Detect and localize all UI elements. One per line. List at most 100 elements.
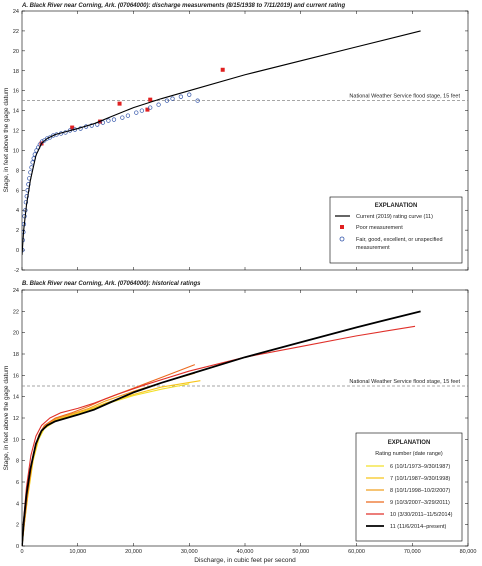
panel-a-y-tick-label-0: 0	[16, 248, 19, 254]
panel-a-legend-entry-fair-line-1: Fair, good, excellent, or unspecified	[356, 237, 443, 243]
panel-a-series-2-point-35	[111, 117, 117, 122]
panel-b-y-tick-label-0: 0	[16, 544, 19, 550]
panel-a-marks	[22, 30, 421, 256]
panel-a-series-2-point-38	[134, 110, 139, 115]
panel-a-x-axis	[21, 11, 469, 270]
panel-a-series-2-point-43	[170, 96, 175, 101]
panel-b-legend-entry-3: 9 (10/3/2007–3/29/2011)	[390, 500, 450, 506]
panel-b-legend: EXPLANATION Rating number (date range) 6…	[355, 432, 463, 542]
panel-b-y-tick-label-2: 2	[16, 523, 19, 529]
panel-a-legend-entry-rating-curve: Current (2019) rating curve (11)	[356, 214, 433, 220]
panel-a-series-2-point-33	[100, 120, 105, 125]
panel-b-legend-entry-4: 10 (3/30/2011–11/5/2014)	[390, 512, 453, 518]
panel-a-legend-entry-fair-line-2: measurement	[356, 245, 390, 251]
x-axis-label: Discharge, in cubic feet per second	[194, 557, 296, 564]
panel-b-series-4-line	[22, 325, 416, 546]
panel-a-y-tick-label-16: 16	[13, 89, 19, 95]
panel-b-y-tick-label-18: 18	[13, 352, 19, 358]
panel-a-title: A. Black River near Corning, Ark. (07064…	[21, 3, 345, 9]
panel-b-x-tick-label-30000: 30,000	[181, 549, 198, 555]
panel-a-y-tick-label-6: 6	[16, 188, 19, 194]
panel-b-x-tick-label-60000: 60,000	[348, 549, 365, 555]
panel-a-series-2-point-40	[148, 105, 153, 110]
panel-b-series-5-line	[22, 310, 421, 546]
panel-b-legend-entries: 6 (10/1/1973–9/30/1987) 7 (10/1/1987–9/30…	[366, 464, 453, 530]
panel-a-y-tick-label-2: 2	[16, 228, 19, 234]
panel-b-legend-subtitle: Rating number (date range)	[375, 451, 443, 457]
panel-a-y-axis-label: Stage, in feet above the gage datum	[3, 88, 10, 193]
panel-a-series-1-point-5	[148, 97, 153, 102]
panel-a-series-2-point-31	[89, 123, 94, 128]
panel-a-series-2-point-41	[156, 102, 161, 107]
panel-a-series-2-point-39	[139, 108, 145, 113]
panel-a-series-0-line	[22, 30, 421, 256]
panel-a-series-2-point-7	[24, 194, 29, 199]
panel-a-series-1-point-6	[220, 67, 225, 72]
panel-a-series-2-point-46	[195, 98, 200, 103]
panel-a-y-tick-label-4: 4	[16, 208, 19, 214]
panel-a-y-tick-label-12: 12	[13, 129, 19, 135]
panel-b-y-tick-label-16: 16	[13, 373, 19, 379]
panel-a-legend: EXPLANATION Current (2019) rating curve …	[329, 196, 463, 264]
panel-b-y-tick-label-12: 12	[13, 416, 19, 422]
panel-a-y-tick-label--2: -2	[14, 268, 19, 274]
panel-b-series-2-line	[22, 372, 195, 546]
panel-b-series-1-line	[22, 380, 201, 546]
panel-b-flood-stage-label: National Weather Service flood stage, 15…	[349, 379, 460, 385]
panel-b-x-axis: 0 10,000 20,000 30,000 40,000 50,000 60,000 70,…	[20, 290, 476, 555]
panel-a-legend-title: EXPLANATION	[375, 203, 418, 209]
panel-b-x-tick-label-80000: 80,000	[460, 549, 477, 555]
panel-a-series-1-point-4	[145, 107, 150, 112]
panel-a-legend-entry-fair: Fair, good, excellent, or unspecified me…	[356, 237, 444, 251]
panel-a-y-tick-label-10: 10	[13, 148, 19, 154]
panel-b-y-tick-label-24: 24	[13, 288, 19, 294]
panel-b-series-3-line	[22, 364, 196, 546]
panel-a-series-2-point-44	[178, 94, 184, 99]
panel-b-legend-entry-1: 7 (10/1/1987–9/30/1998)	[390, 476, 450, 482]
panel-b-legend-title: EXPLANATION	[388, 440, 431, 446]
panel-b-y-tick-label-14: 14	[13, 395, 19, 401]
panel-b-y-tick-label-4: 4	[16, 501, 19, 507]
panel-b-y-tick-label-20: 20	[13, 331, 19, 337]
panel-b: B. Black River near Corning, Ark. (07064…	[13, 281, 477, 555]
panel-a-series-1-point-1	[70, 125, 75, 130]
panel-a-y-tick-label-20: 20	[13, 49, 19, 55]
panel-b-x-tick-label-50000: 50,000	[292, 549, 309, 555]
panel-a-legend-circle-swatch	[339, 236, 345, 242]
panel-a-flood-stage-label: National Weather Service flood stage, 15…	[349, 94, 460, 100]
panel-a-legend-entry-poor: Poor measurement	[356, 225, 403, 231]
panel-b-x-tick-label-10000: 10,000	[69, 549, 86, 555]
panel-b-legend-entry-5: 11 (11/6/2014–present)	[390, 524, 447, 530]
panel-b-legend-entry-2: 8 (10/1/1998–10/2/2007)	[390, 488, 450, 494]
panel-a-y-tick-label-24: 24	[13, 9, 19, 15]
panel-a-y-tick-label-8: 8	[16, 168, 19, 174]
panel-a-series-2-point-6	[23, 200, 29, 205]
panel-a-series-2-point-8	[25, 188, 30, 193]
panel-b-series-0-line	[22, 383, 190, 546]
panel-a-series-2-point-37	[125, 113, 131, 118]
panel-b-y-tick-label-6: 6	[16, 480, 19, 486]
panel-a-series-2-point-20	[42, 138, 47, 143]
panel-a-series-2-point-42	[164, 98, 170, 103]
panel-a-series-2-point-21	[44, 136, 50, 141]
panel-b-y-axis-label: Stage, in feet above the gage datum	[3, 366, 10, 471]
panel-b-x-tick-label-70000: 70,000	[404, 549, 421, 555]
panel-a-y-tick-label-22: 22	[13, 29, 19, 35]
panel-a-series-1-point-3	[117, 101, 122, 106]
panel-b-y-tick-label-22: 22	[13, 309, 19, 315]
panel-a-legend-box	[329, 196, 463, 264]
panel-b-title: B. Black River near Corning, Ark. (07064…	[22, 281, 201, 287]
panel-b-x-tick-label-20000: 20,000	[125, 549, 142, 555]
panel-b-y-tick-label-10: 10	[13, 437, 19, 443]
panel-a-series-2-point-36	[120, 115, 125, 120]
panel-a-series-2-point-45	[187, 92, 192, 97]
panel-b-y-tick-label-8: 8	[16, 459, 19, 465]
panel-a: A. Black River near Corning, Ark. (07064…	[13, 3, 469, 274]
panel-a-legend-square-swatch	[340, 225, 344, 229]
panel-a-y-tick-label-14: 14	[13, 109, 19, 115]
panel-b-legend-box	[355, 432, 463, 542]
panel-b-x-tick-label-40000: 40,000	[237, 549, 254, 555]
